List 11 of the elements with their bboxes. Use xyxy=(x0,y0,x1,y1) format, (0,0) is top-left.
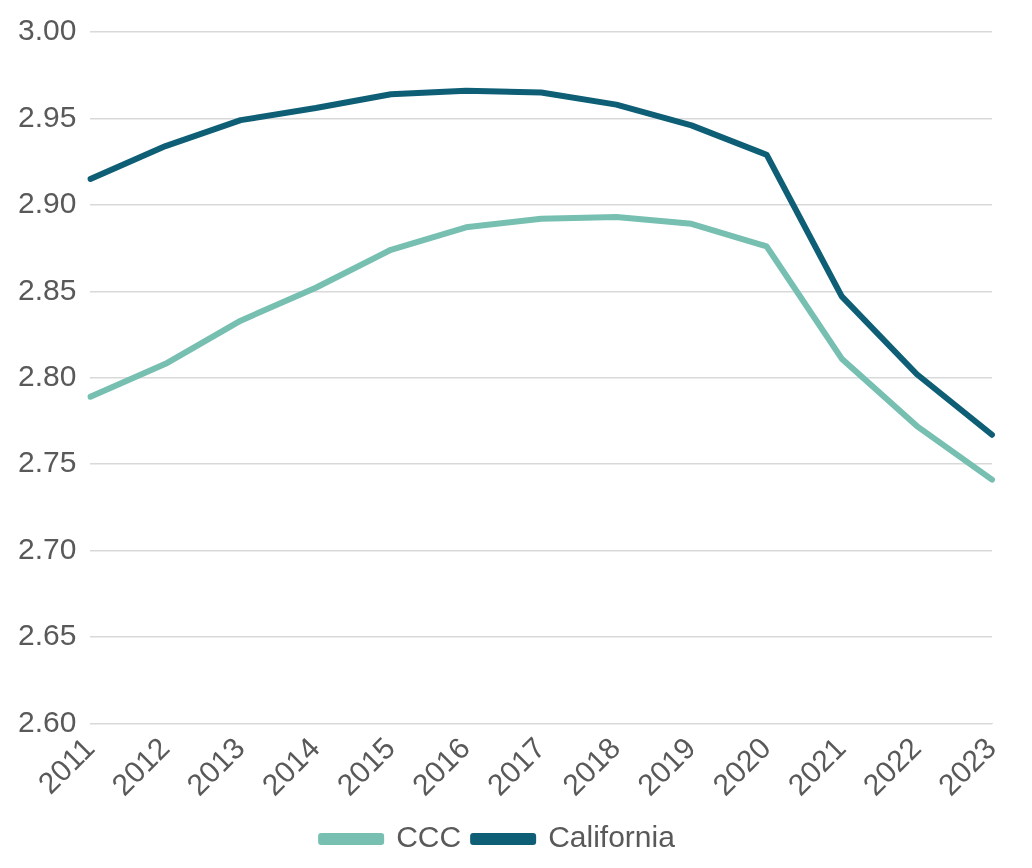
y-tick-label: 2.90 xyxy=(18,186,77,220)
y-tick-label: 2.80 xyxy=(18,358,77,392)
y-tick-label: 2.60 xyxy=(18,704,77,738)
y-tick-label: 2.65 xyxy=(18,618,77,652)
legend-label: California xyxy=(548,820,676,854)
y-tick-label: 3.00 xyxy=(18,13,77,47)
y-tick-label: 2.70 xyxy=(18,531,77,565)
y-tick-label: 2.95 xyxy=(18,99,77,133)
y-tick-label: 2.85 xyxy=(18,272,77,306)
legend-label: CCC xyxy=(396,820,462,854)
y-tick-label: 2.75 xyxy=(18,445,77,479)
